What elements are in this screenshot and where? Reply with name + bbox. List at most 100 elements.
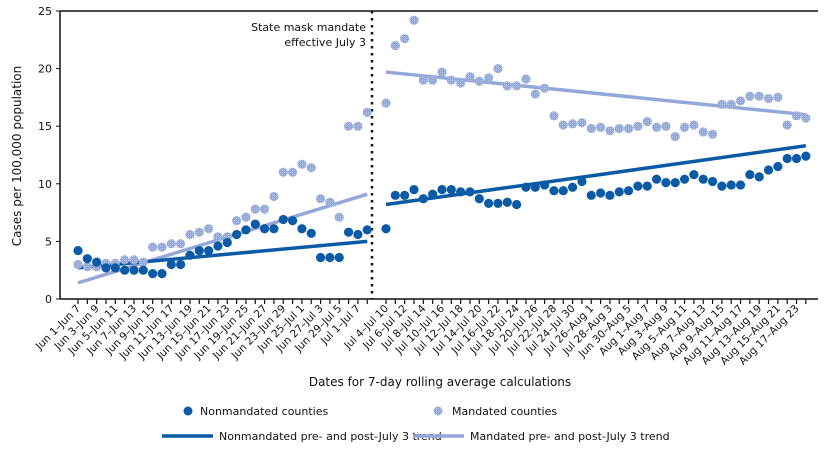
mandated-point bbox=[698, 127, 708, 137]
mandated-point bbox=[801, 113, 811, 123]
mandated-point bbox=[82, 262, 92, 272]
post-mandated-trend-line bbox=[385, 70, 807, 117]
legend: Nonmandated counties Mandated counties N… bbox=[162, 405, 670, 443]
nonmandated-point bbox=[484, 198, 494, 208]
mandated-point bbox=[446, 75, 456, 85]
nonmandated-point bbox=[614, 187, 624, 197]
nonmandated-point bbox=[428, 189, 438, 199]
nonmandated-point bbox=[306, 228, 316, 238]
mandated-point bbox=[623, 123, 634, 134]
mandated-point bbox=[530, 89, 540, 99]
mandated-point bbox=[614, 123, 624, 134]
y-tick-label: 5 bbox=[45, 235, 52, 248]
mandated-point bbox=[334, 212, 344, 222]
nonmandated-point bbox=[166, 259, 176, 270]
mandated-point bbox=[568, 119, 578, 129]
mandated-point bbox=[166, 239, 176, 249]
mandated-point bbox=[325, 197, 335, 207]
nonmandated-point bbox=[362, 225, 372, 235]
mandated-point bbox=[381, 98, 391, 108]
nonmandated-point bbox=[707, 176, 718, 187]
mandated-point bbox=[250, 204, 260, 214]
nonmandated-point bbox=[679, 174, 690, 184]
mandated-point bbox=[138, 257, 148, 267]
nonmandated-point bbox=[568, 182, 578, 192]
mandated-point bbox=[717, 99, 727, 109]
nonmandated-point bbox=[558, 186, 568, 196]
nonmandated-point bbox=[400, 190, 410, 200]
mandated-point bbox=[176, 239, 186, 249]
nonmandated-point bbox=[521, 182, 531, 192]
y-tick-label: 10 bbox=[38, 178, 52, 191]
y-tick-label: 20 bbox=[38, 63, 52, 76]
nonmandated-point bbox=[642, 181, 652, 191]
nonmandated-point bbox=[315, 252, 326, 263]
mandated-point bbox=[512, 81, 522, 91]
legend-mandated-marker bbox=[433, 406, 443, 416]
nonmandated-point bbox=[213, 241, 223, 251]
mandated-point bbox=[418, 75, 428, 85]
mandated-point bbox=[148, 242, 158, 252]
nonmandated-point bbox=[185, 250, 195, 260]
mandated-point bbox=[456, 78, 466, 88]
mandated-point bbox=[73, 259, 83, 270]
nonmandated-point bbox=[726, 180, 736, 190]
mandated-point bbox=[558, 120, 568, 130]
mandated-point bbox=[474, 76, 484, 86]
mandated-point bbox=[651, 122, 662, 132]
nonmandated-point bbox=[633, 181, 643, 191]
nonmandated-point bbox=[540, 180, 550, 190]
mandated-point bbox=[642, 116, 652, 127]
mandated-point bbox=[287, 167, 298, 177]
nonmandated-point bbox=[343, 227, 354, 237]
mandated-point bbox=[521, 74, 531, 84]
nonmandated-point bbox=[754, 172, 764, 182]
mandated-point bbox=[390, 40, 400, 51]
mandated-point bbox=[577, 118, 587, 128]
nonmandated-point bbox=[623, 186, 634, 196]
mandated-point bbox=[194, 227, 204, 237]
mandated-point bbox=[586, 123, 596, 134]
legend-mandated-trend-label: Mandated pre- and post-July 3 trend bbox=[470, 430, 670, 443]
nonmandated-point bbox=[287, 216, 298, 226]
mandated-point bbox=[185, 229, 195, 240]
mandated-point bbox=[278, 167, 288, 177]
mandated-point bbox=[129, 255, 139, 265]
nonmandated-point bbox=[530, 182, 540, 192]
mandated-point bbox=[782, 120, 792, 130]
nonmandated-point bbox=[232, 229, 242, 240]
mandated-point bbox=[260, 204, 270, 214]
nonmandated-point bbox=[297, 224, 307, 234]
mandated-point bbox=[791, 111, 802, 121]
mandated-point bbox=[204, 224, 214, 234]
mandated-point bbox=[633, 121, 643, 131]
nonmandated-point bbox=[773, 161, 783, 172]
nonmandated-point bbox=[176, 259, 186, 270]
nonmandated-point bbox=[577, 176, 587, 187]
nonmandated-point bbox=[446, 184, 456, 195]
mandated-point bbox=[670, 131, 680, 142]
nonmandated-point bbox=[651, 174, 662, 184]
y-axis-title: Cases per 100,000 population bbox=[10, 66, 24, 246]
nonmandated-point bbox=[586, 190, 596, 200]
nonmandated-point bbox=[465, 187, 475, 197]
mandated-point bbox=[605, 126, 615, 136]
nonmandated-point bbox=[698, 174, 708, 184]
nonmandated-point bbox=[325, 252, 335, 263]
mandated-point bbox=[213, 232, 223, 242]
mandated-point bbox=[549, 111, 559, 121]
mandated-point bbox=[465, 72, 475, 82]
nonmandated-point bbox=[409, 184, 419, 195]
mandated-point bbox=[232, 216, 242, 226]
annotation-line-1: State mask mandate bbox=[251, 21, 366, 34]
post-nonmandated-trend-line bbox=[385, 144, 807, 207]
nonmandated-point bbox=[670, 178, 680, 188]
nonmandated-point bbox=[605, 190, 615, 200]
mandated-point bbox=[707, 129, 718, 139]
nonmandated-point bbox=[353, 229, 363, 240]
mandated-point bbox=[735, 96, 746, 106]
nonmandated-point bbox=[148, 269, 158, 279]
nonmandated-point bbox=[120, 265, 130, 275]
nonmandated-point bbox=[456, 187, 466, 197]
nonmandated-point bbox=[745, 169, 755, 180]
